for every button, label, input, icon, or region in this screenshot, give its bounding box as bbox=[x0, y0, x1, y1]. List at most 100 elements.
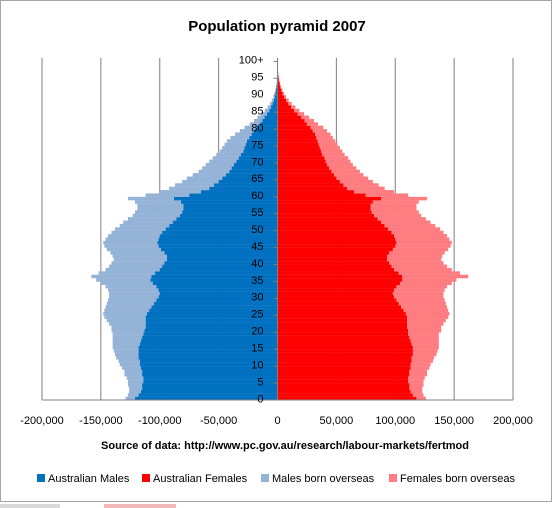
bar-australian-males bbox=[222, 176, 278, 181]
bar-males-born-overseas bbox=[106, 301, 154, 306]
bar-females-born-overseas bbox=[282, 91, 285, 96]
bar-males-born-overseas bbox=[105, 284, 157, 289]
bar-australian-females bbox=[277, 376, 409, 380]
bar-males-born-overseas bbox=[119, 362, 140, 367]
bar-australian-males bbox=[142, 335, 278, 340]
bar-females-born-overseas bbox=[409, 386, 423, 390]
bar-australian-males bbox=[164, 251, 278, 255]
bar-females-born-overseas bbox=[318, 142, 338, 147]
bar-australian-females bbox=[277, 389, 411, 394]
bar-females-born-overseas bbox=[396, 240, 452, 245]
bar-females-born-overseas bbox=[408, 332, 439, 336]
bar-males-born-overseas bbox=[159, 190, 201, 194]
bottom-strip-left bbox=[0, 504, 60, 508]
bar-australian-females bbox=[277, 335, 410, 340]
bar-females-born-overseas bbox=[412, 345, 439, 350]
bar-males-born-overseas bbox=[273, 95, 275, 99]
bar-australian-females bbox=[277, 129, 313, 133]
bar-australian-males bbox=[231, 166, 278, 170]
x-tick-label: 150,000 bbox=[434, 415, 474, 427]
bar-australian-females bbox=[277, 305, 402, 309]
bar-males-born-overseas bbox=[112, 254, 167, 258]
bar-australian-males bbox=[246, 139, 278, 143]
bar-females-born-overseas bbox=[411, 359, 433, 363]
bar-males-born-overseas bbox=[230, 135, 250, 140]
y-tick-label: 30 bbox=[251, 292, 263, 304]
bar-australian-males bbox=[149, 308, 278, 313]
bar-males-born-overseas bbox=[129, 389, 141, 394]
bar-australian-males bbox=[140, 339, 278, 343]
bar-australian-females bbox=[277, 193, 366, 197]
bar-australian-males bbox=[172, 220, 278, 225]
bar-females-born-overseas bbox=[365, 193, 409, 197]
bar-australian-females bbox=[277, 166, 330, 170]
bar-females-born-overseas bbox=[326, 162, 353, 167]
bar-males-born-overseas bbox=[98, 271, 156, 275]
bar-males-born-overseas bbox=[249, 122, 260, 126]
bar-females-born-overseas bbox=[398, 271, 461, 275]
bar-males-born-overseas bbox=[107, 234, 160, 238]
bar-males-born-overseas bbox=[112, 332, 144, 336]
bar-males-born-overseas bbox=[106, 247, 161, 252]
bar-females-born-overseas bbox=[336, 176, 369, 181]
bar-females-born-overseas bbox=[316, 135, 333, 140]
bar-females-born-overseas bbox=[402, 278, 457, 282]
bar-males-born-overseas bbox=[216, 152, 241, 157]
bar-australian-females bbox=[277, 291, 393, 296]
y-tick-label: 95 bbox=[251, 72, 263, 84]
bar-females-born-overseas bbox=[394, 234, 448, 238]
bar-australian-females bbox=[277, 366, 411, 370]
bar-australian-females bbox=[277, 339, 411, 343]
bar-australian-females bbox=[277, 217, 378, 221]
bar-females-born-overseas bbox=[319, 146, 340, 150]
bar-australian-males bbox=[256, 125, 278, 130]
bar-australian-males bbox=[150, 278, 278, 282]
bar-australian-males bbox=[271, 105, 278, 109]
bar-males-born-overseas bbox=[107, 288, 159, 292]
bar-australian-females bbox=[277, 227, 389, 231]
y-tick-label: 25 bbox=[251, 309, 263, 321]
bar-males-born-overseas bbox=[96, 278, 151, 282]
bar-australian-males bbox=[146, 311, 278, 316]
bar-australian-males bbox=[159, 234, 278, 238]
bar-males-born-overseas bbox=[137, 206, 184, 211]
bar-males-born-overseas bbox=[235, 132, 252, 137]
bar-males-born-overseas bbox=[135, 210, 183, 214]
bar-australian-males bbox=[142, 369, 278, 374]
bar-females-born-overseas bbox=[410, 339, 439, 343]
legend-label: Australian Males bbox=[48, 473, 130, 485]
bar-females-born-overseas bbox=[403, 308, 449, 313]
bar-females-born-overseas bbox=[312, 129, 327, 133]
bar-australian-females bbox=[277, 149, 322, 153]
y-tick-label: 55 bbox=[251, 207, 263, 219]
bar-australian-males bbox=[166, 254, 278, 258]
x-tick-label: -150,000 bbox=[79, 415, 122, 427]
bar-australian-males bbox=[183, 206, 278, 211]
y-tick-label: 0 bbox=[257, 393, 263, 405]
bar-australian-males bbox=[269, 108, 278, 113]
bar-australian-males bbox=[249, 135, 278, 140]
bar-australian-males bbox=[189, 193, 278, 197]
bar-australian-males bbox=[143, 332, 278, 336]
bar-australian-males bbox=[166, 257, 278, 262]
bar-australian-females bbox=[277, 352, 413, 357]
bar-australian-females bbox=[277, 135, 317, 140]
bar-australian-females bbox=[277, 355, 412, 360]
chart-title: Population pyramid 2007 bbox=[188, 18, 366, 35]
bar-females-born-overseas bbox=[325, 159, 351, 164]
bar-females-born-overseas bbox=[370, 203, 417, 208]
bar-females-born-overseas bbox=[372, 200, 419, 204]
bar-australian-females bbox=[277, 284, 397, 289]
bar-females-born-overseas bbox=[317, 139, 336, 143]
bar-females-born-overseas bbox=[310, 125, 324, 130]
bar-australian-males bbox=[272, 102, 278, 106]
bar-males-born-overseas bbox=[261, 112, 267, 116]
legend-label: Females born overseas bbox=[400, 473, 515, 485]
bar-males-born-overseas bbox=[112, 342, 140, 346]
bar-australian-females bbox=[277, 318, 408, 323]
bar-australian-females bbox=[277, 203, 371, 208]
bar-females-born-overseas bbox=[412, 349, 438, 353]
bar-australian-females bbox=[277, 325, 408, 330]
bar-australian-females bbox=[277, 156, 325, 160]
bar-males-born-overseas bbox=[105, 237, 159, 242]
